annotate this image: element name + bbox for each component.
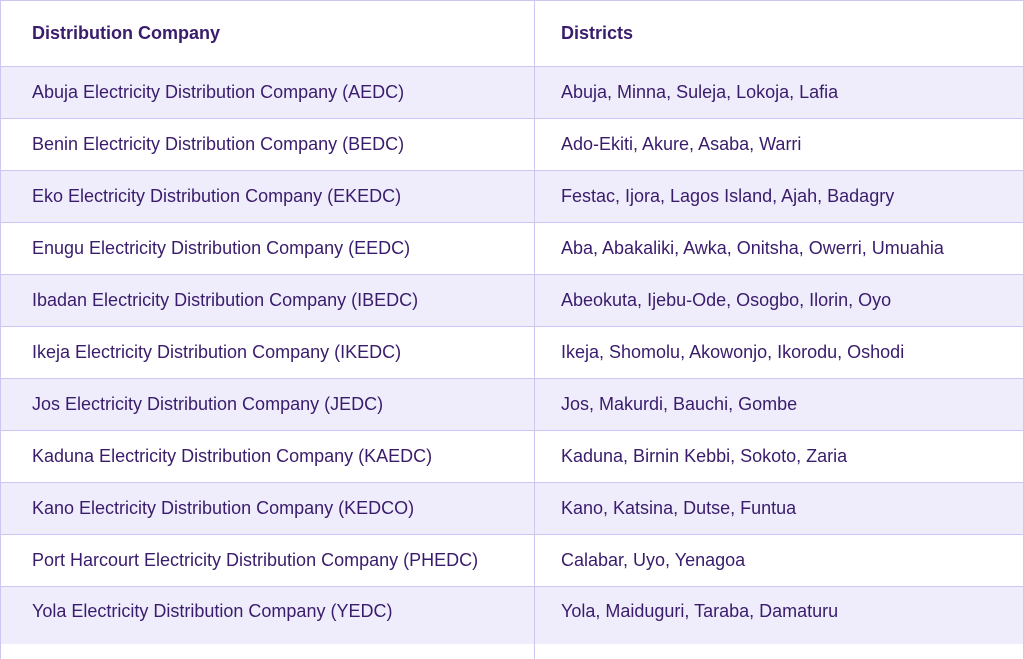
column-divider bbox=[534, 1, 535, 659]
table-cell: Districts bbox=[561, 23, 634, 43]
table-cell: Jos Electricity Distribution Company (JE… bbox=[32, 394, 384, 414]
table-cell: Abuja, Minna, Suleja, Lokoja, Lafia bbox=[561, 82, 839, 102]
table-row: Enugu Electricity Distribution Company (… bbox=[1, 223, 1023, 275]
table-row: Port Harcourt Electricity Distribution C… bbox=[1, 535, 1023, 587]
table-cell: Ikeja Electricity Distribution Company (… bbox=[32, 342, 402, 362]
table-row: Jos Electricity Distribution Company (JE… bbox=[1, 379, 1023, 431]
table-cell: Jos, Makurdi, Bauchi, Gombe bbox=[561, 394, 798, 414]
table-cell: Abeokuta, Ijebu-Ode, Osogbo, Ilorin, Oyo bbox=[561, 290, 892, 310]
table-cell: Ibadan Electricity Distribution Company … bbox=[32, 290, 419, 310]
table-row: Ibadan Electricity Distribution Company … bbox=[1, 275, 1023, 327]
table-row: Kano Electricity Distribution Company (K… bbox=[1, 483, 1023, 535]
table-cell: Yola Electricity Distribution Company (Y… bbox=[32, 601, 393, 621]
table-row: Yola Electricity Distribution Company (Y… bbox=[1, 587, 1023, 644]
table-cell: Ikeja, Shomolu, Akowonjo, Ikorodu, Oshod… bbox=[561, 342, 905, 362]
table-cell: Abuja Electricity Distribution Company (… bbox=[32, 82, 405, 102]
table-cell: Kano Electricity Distribution Company (K… bbox=[32, 498, 415, 518]
table-cell: Kano, Katsina, Dutse, Funtua bbox=[561, 498, 797, 518]
table-cell: Yola, Maiduguri, Taraba, Damaturu bbox=[561, 601, 839, 621]
table-row: Kaduna Electricity Distribution Company … bbox=[1, 431, 1023, 483]
table-cell: Ado-Ekiti, Akure, Asaba, Warri bbox=[561, 134, 802, 154]
table-row: Ikeja Electricity Distribution Company (… bbox=[1, 327, 1023, 379]
table-row: Eko Electricity Distribution Company (EK… bbox=[1, 171, 1023, 223]
table-row: Benin Electricity Distribution Company (… bbox=[1, 119, 1023, 171]
table-cell: Distribution Company bbox=[32, 23, 220, 43]
table-cell: Benin Electricity Distribution Company (… bbox=[32, 134, 405, 154]
table-cell: Kaduna Electricity Distribution Company … bbox=[32, 446, 433, 466]
table-cell: Eko Electricity Distribution Company (EK… bbox=[32, 186, 402, 206]
table-cell: Aba, Abakaliki, Awka, Onitsha, Owerri, U… bbox=[561, 238, 944, 258]
table-cell: Enugu Electricity Distribution Company (… bbox=[32, 238, 411, 258]
header-row: Distribution Company Districts bbox=[1, 1, 1023, 67]
table-cell: Port Harcourt Electricity Distribution C… bbox=[32, 550, 479, 570]
table-cell: Calabar, Uyo, Yenagoa bbox=[561, 550, 746, 570]
table-cell: Festac, Ijora, Lagos Island, Ajah, Badag… bbox=[561, 186, 895, 206]
table-row: Abuja Electricity Distribution Company (… bbox=[1, 67, 1023, 119]
table-cell: Kaduna, Birnin Kebbi, Sokoto, Zaria bbox=[561, 446, 848, 466]
